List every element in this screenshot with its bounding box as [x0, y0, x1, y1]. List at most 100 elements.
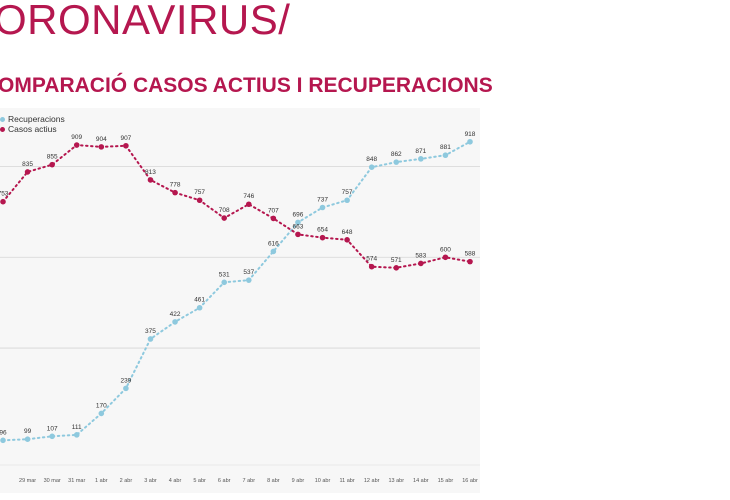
- data-label-casos-actius: 909: [71, 134, 82, 141]
- x-tick-label: 12 abr: [364, 478, 380, 484]
- data-point-recuperacions: [467, 138, 473, 145]
- x-tick-label: 1 abr: [95, 478, 108, 484]
- data-point-casos-actius: [49, 161, 55, 168]
- data-label-recuperacions: 696: [293, 211, 304, 218]
- data-label-recuperacions: 375: [145, 328, 156, 335]
- data-label-recuperacions: 616: [268, 240, 279, 247]
- page-title: ORONAVIRUS/: [0, 0, 291, 43]
- data-point-recuperacions: [221, 279, 228, 286]
- data-label-recuperacions: 239: [120, 377, 131, 384]
- legend-swatch-recuperacions: [0, 116, 5, 122]
- data-point-recuperacions: [270, 248, 277, 255]
- data-point-recuperacions: [245, 277, 252, 283]
- data-point-casos-actius: [344, 237, 350, 243]
- x-tick-label: 11 abr: [340, 478, 355, 484]
- data-label-casos-actius: 753: [0, 191, 9, 198]
- data-point-casos-actius: [0, 198, 6, 205]
- series-line-recuperacions: [2, 140, 471, 442]
- x-tick-label: 31 mar: [68, 478, 85, 484]
- data-label-casos-actius: 757: [194, 189, 205, 196]
- data-label-casos-actius: 813: [145, 169, 156, 176]
- data-label-casos-actius: 648: [342, 229, 353, 236]
- x-tick-label: 13 abr: [388, 478, 404, 484]
- data-label-casos-actius: 855: [47, 154, 58, 161]
- data-label-casos-actius: 574: [366, 256, 377, 263]
- data-point-casos-actius: [442, 254, 449, 261]
- data-label-recuperacions: 537: [243, 269, 254, 276]
- series-line-casos-actius: [2, 144, 471, 269]
- x-tick-label: 15 abr: [438, 478, 454, 484]
- data-point-casos-actius: [98, 144, 105, 150]
- data-label-casos-actius: 663: [293, 223, 304, 230]
- data-label-casos-actius: 746: [243, 193, 254, 200]
- data-label-casos-actius: 904: [96, 136, 107, 143]
- data-point-casos-actius: [270, 215, 277, 222]
- x-tick-label: 29 mar: [19, 478, 36, 484]
- x-tick-label: 4 abr: [169, 478, 182, 484]
- chart-title: OMPARACIÓ CASOS ACTIUS I RECUPERACIONS: [0, 74, 493, 97]
- data-label-casos-actius: 583: [415, 252, 426, 259]
- x-tick-label: 10 abr: [315, 478, 331, 484]
- legend-label-recuperacions: Recuperacions: [8, 114, 65, 124]
- data-point-recuperacions: [295, 219, 301, 226]
- data-point-recuperacions: [442, 152, 449, 159]
- data-point-recuperacions: [0, 437, 6, 444]
- data-label-recuperacions: 461: [194, 297, 205, 304]
- data-label-casos-actius: 600: [440, 246, 451, 253]
- data-label-casos-actius: 571: [391, 257, 402, 264]
- data-point-casos-actius: [123, 142, 129, 149]
- data-label-casos-actius: 778: [170, 182, 181, 189]
- data-label-casos-actius: 654: [317, 227, 328, 234]
- x-tick-label: 7 abr: [243, 478, 256, 484]
- data-point-recuperacions: [147, 336, 154, 342]
- data-label-casos-actius: 707: [268, 207, 279, 214]
- chart-panel: [0, 108, 480, 493]
- data-label-recuperacions: 871: [415, 148, 426, 155]
- data-label-recuperacions: 881: [440, 144, 451, 151]
- data-point-casos-actius: [418, 260, 424, 267]
- data-point-casos-actius: [221, 215, 228, 221]
- data-point-casos-actius: [368, 263, 375, 270]
- data-point-casos-actius: [172, 189, 178, 196]
- legend-swatch-casos-actius: [0, 126, 5, 132]
- data-label-casos-actius: 907: [120, 135, 131, 142]
- legend-label-casos-actius: Casos actius: [8, 124, 57, 134]
- data-label-casos-actius: 835: [22, 161, 33, 168]
- x-tick-label: 6 abr: [218, 478, 231, 484]
- data-label-casos-actius: 588: [465, 251, 476, 258]
- data-point-recuperacions: [73, 432, 80, 438]
- legend-item-recuperacions: Recuperacions: [0, 114, 65, 124]
- data-point-casos-actius: [393, 264, 400, 271]
- legend-item-casos-actius: Casos actius: [0, 124, 65, 134]
- data-label-recuperacions: 862: [391, 151, 402, 158]
- data-point-recuperacions: [319, 204, 326, 211]
- data-point-casos-actius: [196, 197, 203, 204]
- data-point-recuperacions: [393, 159, 400, 165]
- data-label-recuperacions: 737: [317, 197, 328, 204]
- data-point-casos-actius: [24, 169, 31, 175]
- data-point-casos-actius: [295, 231, 301, 238]
- data-point-casos-actius: [319, 234, 326, 241]
- x-tick-label: 14 abr: [413, 478, 429, 484]
- data-point-recuperacions: [123, 385, 129, 392]
- x-tick-label: 3 abr: [144, 478, 157, 484]
- data-point-recuperacions: [98, 410, 105, 417]
- data-point-casos-actius: [73, 142, 80, 148]
- data-label-recuperacions: 99: [24, 428, 32, 435]
- data-point-casos-actius: [147, 177, 154, 183]
- data-point-recuperacions: [24, 436, 31, 443]
- data-label-recuperacions: 170: [96, 402, 107, 409]
- data-point-recuperacions: [49, 433, 55, 440]
- x-tick-label: 2 abr: [120, 478, 133, 484]
- x-tick-label: 30 mar: [44, 478, 61, 484]
- data-label-recuperacions: 918: [465, 131, 476, 138]
- data-point-recuperacions: [368, 164, 375, 170]
- x-tick-label: 5 abr: [193, 478, 206, 484]
- data-point-recuperacions: [344, 197, 350, 204]
- data-point-casos-actius: [467, 258, 473, 265]
- data-label-recuperacions: 531: [219, 271, 230, 278]
- data-point-recuperacions: [418, 156, 424, 162]
- data-point-recuperacions: [172, 319, 178, 325]
- x-tick-label: 16 abr: [462, 478, 478, 484]
